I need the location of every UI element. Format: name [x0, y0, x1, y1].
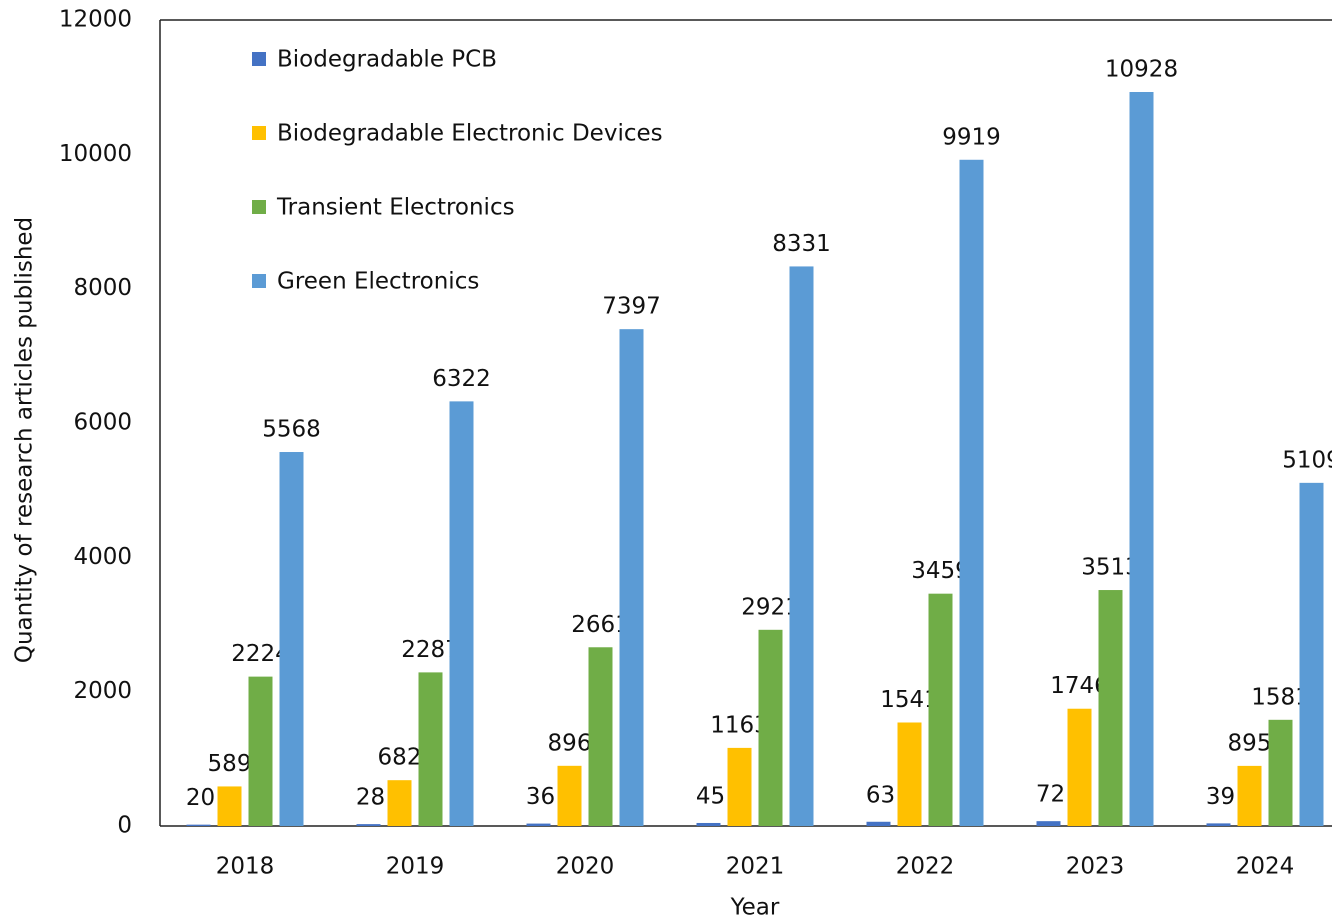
bar [217, 786, 242, 826]
y-axis-title: Quantity of research articles published [12, 217, 38, 663]
bar [1299, 482, 1324, 826]
bar [758, 629, 783, 826]
bar [248, 676, 273, 826]
y-tick-label: 0 [117, 813, 132, 839]
data-label: 63 [866, 782, 895, 808]
bar [418, 672, 443, 826]
bar [789, 266, 814, 826]
data-label: 20 [186, 785, 215, 811]
legend-label: Biodegradable PCB [277, 47, 497, 73]
x-tick-label: 2022 [896, 854, 955, 880]
data-label: 8331 [772, 231, 831, 257]
legend-label: Transient Electronics [276, 195, 515, 221]
data-label: 45 [696, 783, 725, 809]
data-label: 589 [208, 751, 252, 777]
legend-swatch [252, 52, 266, 66]
data-label: 10928 [1105, 57, 1178, 83]
y-tick-label: 8000 [73, 275, 132, 301]
x-tick-label: 2019 [386, 854, 445, 880]
data-label: 39 [1206, 784, 1235, 810]
bar [588, 647, 613, 826]
bar [526, 823, 551, 826]
bar [928, 593, 953, 826]
bar [1268, 719, 1293, 826]
bar [1129, 92, 1154, 826]
x-tick-label: 2024 [1236, 854, 1295, 880]
legend-swatch [252, 126, 266, 140]
bar [959, 159, 984, 827]
x-tick-label: 2023 [1066, 854, 1125, 880]
y-tick-label: 4000 [73, 544, 132, 570]
bar [696, 822, 721, 826]
bar [356, 824, 381, 826]
data-label: 28 [356, 785, 385, 811]
data-label: 72 [1036, 782, 1065, 808]
bar [1206, 823, 1231, 826]
bar [1067, 708, 1092, 826]
x-tick-label: 2020 [556, 854, 615, 880]
data-label: 682 [378, 745, 422, 771]
bar [1036, 821, 1061, 826]
data-label: 5568 [262, 417, 321, 443]
legend-label: Biodegradable Electronic Devices [277, 121, 663, 147]
bar [449, 401, 474, 826]
bar [619, 329, 644, 826]
legend-label: Green Electronics [277, 269, 479, 295]
legend-swatch [252, 200, 266, 214]
bar [1098, 590, 1123, 826]
y-tick-label: 12000 [59, 7, 132, 33]
data-label: 896 [548, 730, 592, 756]
bar [897, 722, 922, 826]
bar [557, 765, 582, 826]
bar [866, 821, 891, 826]
data-label: 5109 [1282, 447, 1332, 473]
data-label: 6322 [432, 366, 491, 392]
y-tick-label: 6000 [73, 410, 132, 436]
bar [1237, 765, 1262, 826]
x-axis-title: Year [730, 895, 780, 921]
data-label: 9919 [942, 124, 1001, 150]
x-tick-label: 2018 [216, 854, 275, 880]
bar [186, 824, 211, 826]
data-label: 7397 [602, 294, 661, 320]
bar [387, 780, 412, 826]
x-tick-label: 2021 [726, 854, 785, 880]
bar [727, 747, 752, 826]
legend-swatch [252, 274, 266, 288]
data-label: 36 [526, 784, 555, 810]
bar [279, 452, 304, 826]
y-tick-label: 2000 [73, 678, 132, 704]
y-tick-label: 10000 [59, 141, 132, 167]
data-label: 895 [1228, 730, 1272, 756]
